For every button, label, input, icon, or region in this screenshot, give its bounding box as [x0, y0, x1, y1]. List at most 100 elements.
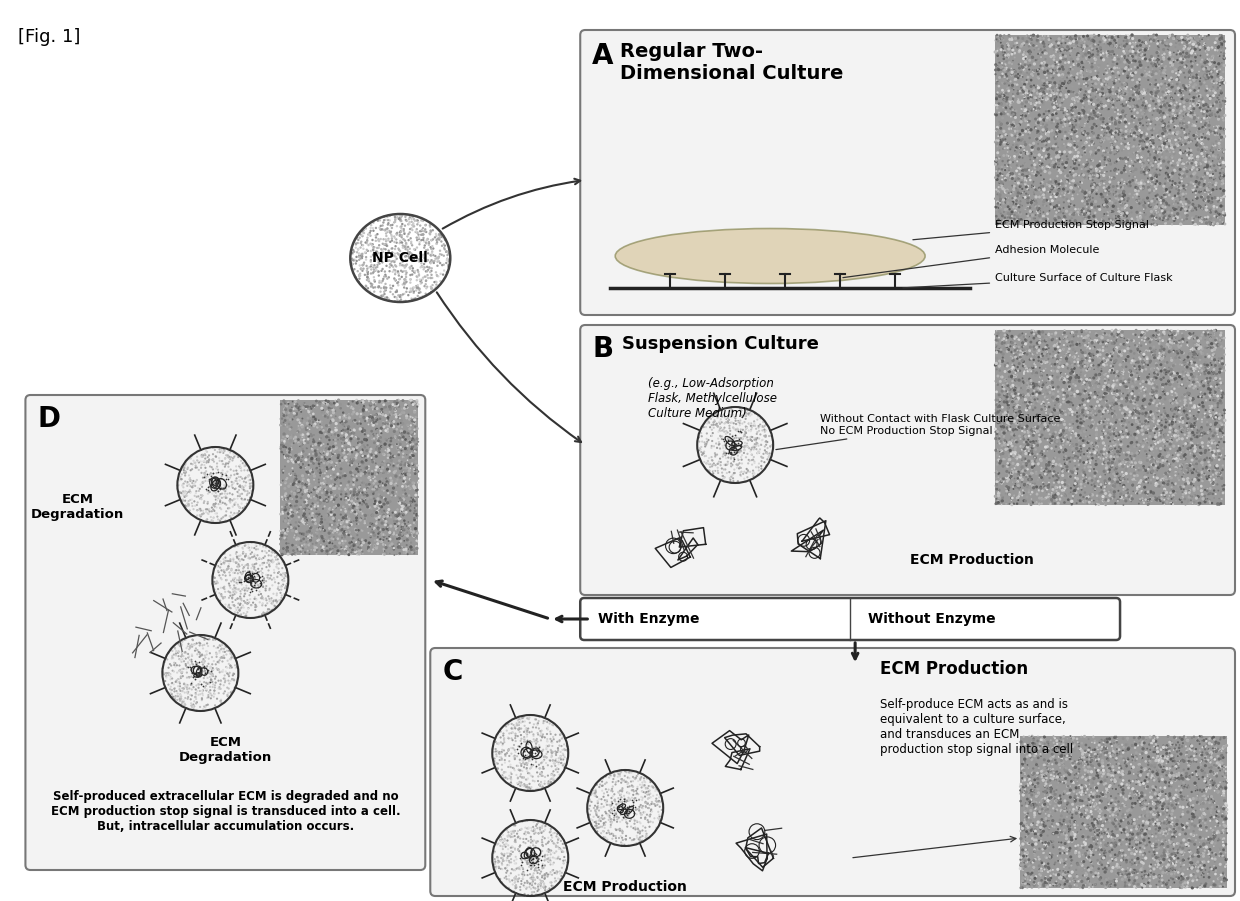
- Point: [1071, 69, 1091, 84]
- Point: [1012, 387, 1032, 402]
- Point: [1035, 491, 1055, 505]
- Point: [1060, 74, 1080, 88]
- Point: [1204, 832, 1224, 846]
- Point: [1090, 735, 1110, 750]
- Point: [1184, 754, 1204, 769]
- Point: [299, 544, 319, 559]
- Point: [1078, 798, 1097, 813]
- Point: [709, 435, 729, 450]
- Point: [611, 783, 631, 797]
- Point: [350, 249, 370, 263]
- Point: [218, 681, 238, 696]
- Point: [1214, 740, 1234, 754]
- Point: [1123, 376, 1143, 390]
- Point: [384, 525, 404, 540]
- Point: [387, 226, 407, 241]
- Point: [511, 849, 531, 863]
- Point: [1209, 141, 1229, 156]
- Point: [1024, 876, 1044, 890]
- Point: [1174, 196, 1194, 210]
- Point: [1065, 817, 1085, 832]
- Point: [212, 563, 232, 578]
- Point: [1104, 74, 1123, 88]
- Point: [1044, 767, 1064, 781]
- Point: [1101, 456, 1121, 470]
- Point: [300, 485, 320, 499]
- Point: [1047, 187, 1066, 202]
- Point: [1214, 815, 1234, 830]
- Point: [1149, 423, 1169, 437]
- Point: [170, 679, 190, 694]
- Point: [398, 525, 418, 540]
- Point: [491, 839, 511, 853]
- Point: [1126, 405, 1146, 420]
- Point: [208, 576, 228, 590]
- Point: [191, 487, 211, 502]
- Point: [343, 441, 363, 456]
- Point: [394, 507, 414, 522]
- Point: [304, 432, 324, 447]
- Point: [1011, 824, 1030, 838]
- Point: [1140, 817, 1159, 832]
- Point: [1172, 783, 1192, 797]
- Point: [1198, 110, 1218, 124]
- Point: [738, 439, 758, 453]
- Point: [295, 538, 315, 552]
- Point: [324, 446, 343, 460]
- Point: [497, 863, 517, 878]
- Point: [1171, 104, 1190, 118]
- Point: [394, 272, 414, 287]
- Point: [1054, 372, 1074, 387]
- Point: [1184, 392, 1204, 406]
- Point: [1091, 839, 1111, 853]
- Point: [1189, 730, 1209, 744]
- Point: [300, 531, 320, 545]
- Point: [1141, 805, 1161, 819]
- Point: [1151, 807, 1171, 822]
- Point: [1128, 486, 1148, 500]
- Point: [1148, 33, 1168, 48]
- Point: [182, 669, 202, 684]
- Point: [1141, 859, 1161, 873]
- Point: [1048, 487, 1068, 501]
- Point: [195, 466, 215, 480]
- Point: [187, 656, 207, 670]
- Point: [718, 433, 738, 448]
- Point: [1053, 383, 1073, 397]
- Point: [1214, 873, 1234, 887]
- Point: [1131, 58, 1151, 72]
- Point: [1060, 819, 1080, 833]
- Point: [1118, 62, 1138, 77]
- Point: [1128, 92, 1148, 106]
- Point: [402, 460, 422, 474]
- Point: [1003, 107, 1023, 122]
- Point: [1142, 348, 1162, 362]
- Point: [1102, 31, 1122, 45]
- Point: [1022, 148, 1042, 162]
- Point: [1080, 391, 1100, 405]
- Point: [1053, 434, 1073, 449]
- Point: [715, 427, 735, 441]
- Point: [1154, 476, 1174, 490]
- Point: [1210, 410, 1230, 424]
- Point: [1049, 158, 1069, 172]
- Point: [1193, 763, 1213, 778]
- Point: [303, 511, 322, 525]
- Point: [1179, 758, 1199, 772]
- Point: [515, 734, 534, 749]
- Point: [1121, 212, 1141, 226]
- Point: [180, 504, 200, 518]
- Point: [988, 61, 1008, 76]
- Point: [1120, 415, 1140, 430]
- Point: [1086, 763, 1106, 778]
- Point: [1083, 191, 1102, 205]
- Point: [203, 689, 223, 704]
- Point: [1176, 81, 1195, 96]
- Point: [384, 399, 404, 414]
- Point: [1213, 386, 1233, 400]
- Point: [1086, 85, 1106, 99]
- Point: [1209, 758, 1229, 772]
- Point: [1192, 478, 1211, 493]
- Point: [1014, 859, 1034, 873]
- Point: [1048, 156, 1068, 170]
